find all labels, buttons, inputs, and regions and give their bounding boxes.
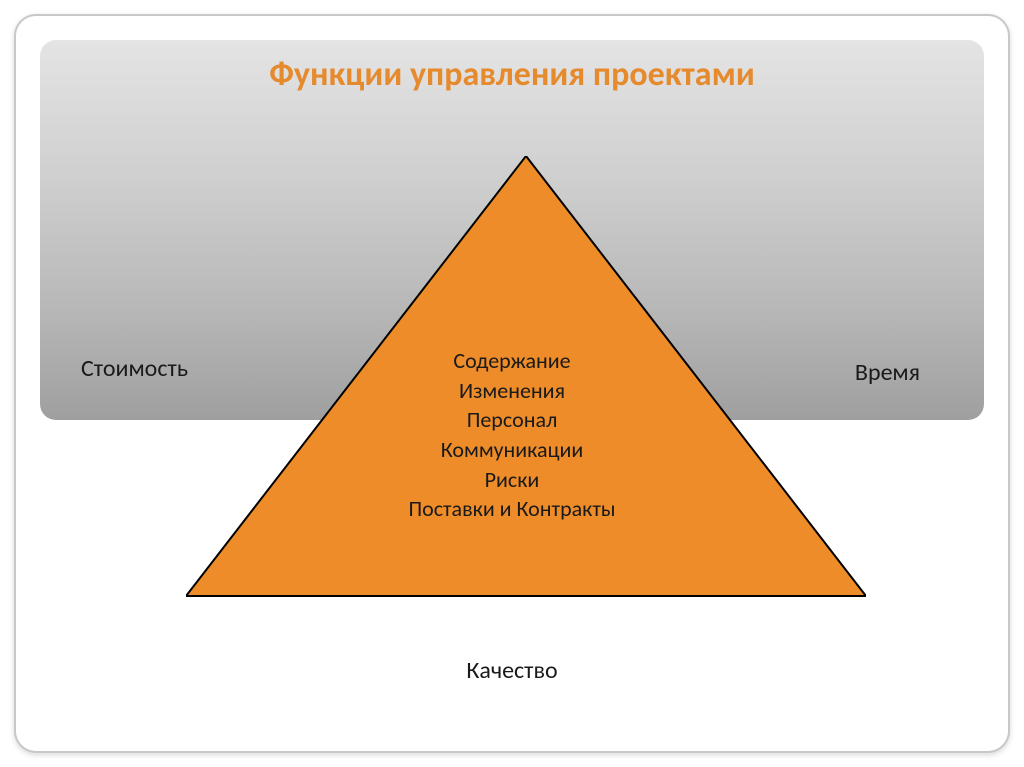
- inner-item: Изменения: [16, 376, 1008, 406]
- slide-frame: Функции управления проектами Стоимость В…: [14, 14, 1010, 753]
- inner-item: Содержание: [16, 346, 1008, 376]
- inner-item: Риски: [16, 465, 1008, 495]
- inner-item: Коммуникации: [16, 435, 1008, 465]
- inner-item: Поставки и Контракты: [16, 494, 1008, 524]
- triangle-inner-list: Содержание Изменения Персонал Коммуникац…: [16, 346, 1008, 524]
- slide: Функции управления проектами Стоимость В…: [0, 0, 1024, 767]
- slide-title: Функции управления проектами: [16, 54, 1008, 95]
- vertex-label-bottom: Качество: [16, 656, 1008, 685]
- inner-item: Персонал: [16, 405, 1008, 435]
